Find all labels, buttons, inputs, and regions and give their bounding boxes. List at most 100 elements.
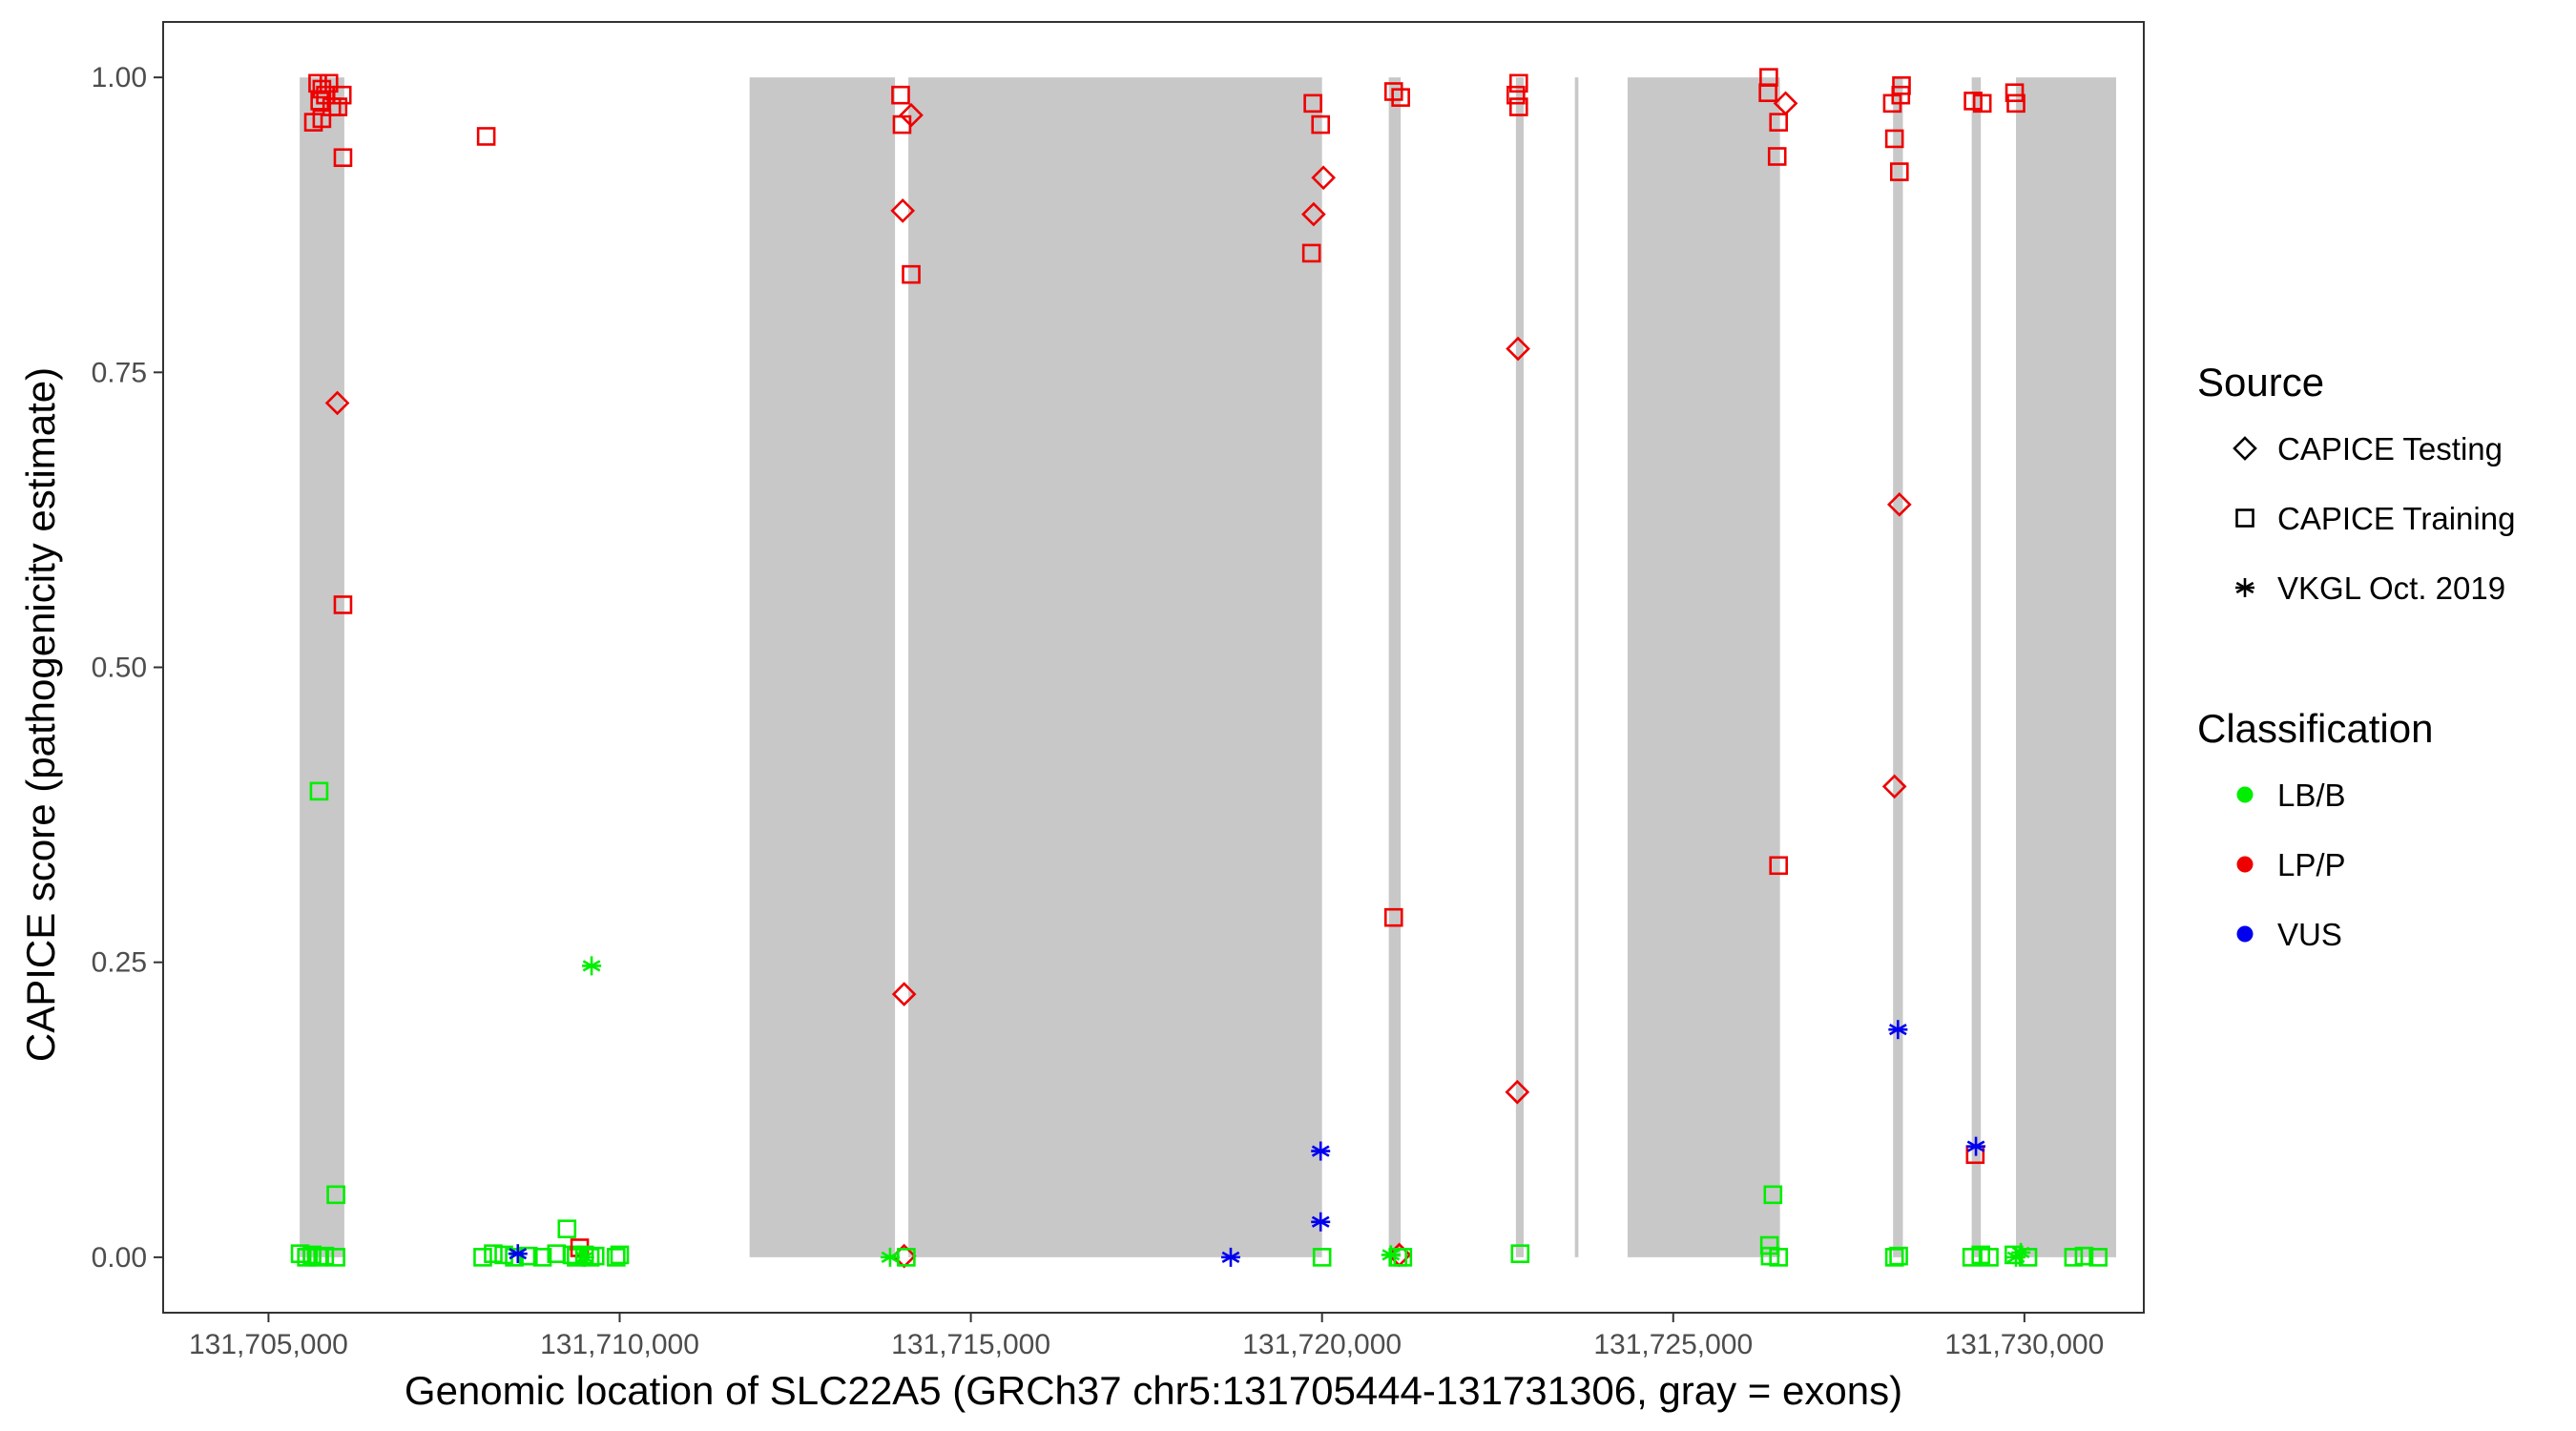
x-tick-label: 131,705,000 [189,1329,348,1360]
data-point [1767,147,1787,166]
y-tick-label: 0.50 [92,653,147,684]
exon-band [1574,77,1579,1257]
data-point [1311,1212,1331,1232]
data-point [328,97,348,116]
asterisk-stroke [1311,1215,1330,1228]
x-tick-label: 131,725,000 [1593,1329,1753,1360]
data-point [1311,114,1331,135]
data-point [326,1185,345,1205]
asterisk-stroke [2006,1251,2025,1264]
data-point [1758,83,1777,103]
asterisk-stroke [575,1251,594,1264]
asterisk-stroke [1311,1145,1330,1157]
y-tick-label: 0.00 [92,1242,147,1274]
data-point [610,1245,630,1265]
data-point [2006,1247,2026,1267]
data-point [476,127,496,146]
data-point [891,85,910,105]
legend-label: CAPICE Training [2277,501,2515,536]
data-point [1303,93,1322,114]
data-point [1301,243,1321,263]
y-tick-label: 0.25 [92,947,147,979]
legend-title-source: Source [2197,360,2324,404]
legend-key-diamond [2233,436,2257,461]
data-point [1972,93,1992,114]
data-point [1966,1136,1986,1156]
data-point [473,1248,492,1267]
legend-key-asterisk [2235,578,2254,597]
data-point [332,85,352,105]
data-point [1391,88,1410,107]
data-point [1311,1141,1331,1161]
data-point [1769,113,1788,132]
exon-band [749,77,896,1257]
legend-key-square [2235,508,2254,528]
asterisk-stroke [1221,1251,1240,1264]
data-point [333,595,353,614]
data-point [1889,1246,1908,1266]
data-point [310,92,329,111]
data-point [1301,201,1326,227]
plot-area [290,68,2116,1269]
legend-label: VKGL Oct. 2019 [2277,570,2505,606]
legend-label: VUS [2277,917,2342,952]
data-point [297,1248,316,1267]
data-point [326,1248,345,1267]
asterisk-stroke [1966,1140,1985,1152]
data-point [1505,1079,1530,1105]
data-point [902,264,921,284]
data-point [1890,162,1909,181]
data-point [891,982,917,1006]
legend-classification-entries: LB/B LP/P VUS [2236,778,2346,952]
data-point [2064,1248,2084,1267]
data-point [508,1244,528,1264]
data-point [312,109,332,129]
legend-label: LP/P [2277,847,2346,882]
data-point [880,1247,900,1267]
data-point [892,114,912,135]
data-point [2006,93,2025,114]
data-point [1763,1185,1783,1205]
data-point [1980,1248,1999,1267]
asterisk-stroke [1381,1249,1401,1261]
exon-band [1515,77,1524,1257]
x-tick-label: 131,730,000 [1944,1329,2104,1360]
data-point [1506,85,1526,105]
y-tick-label: 1.00 [92,62,147,93]
data-point [1888,1020,1908,1040]
data-point [324,390,350,416]
data-point [574,1247,594,1267]
legend-label: CAPICE Testing [2277,431,2503,467]
data-point [309,781,329,801]
legend-title-classification: Classification [2197,706,2433,751]
data-point [557,1219,577,1238]
exon-band [2016,77,2116,1257]
data-point [315,1246,335,1266]
data-point [302,1245,322,1265]
exon-band [1971,77,1982,1257]
exon-band [1893,77,1903,1257]
data-point [532,1248,552,1267]
data-point [2088,1248,2108,1267]
legend-source-entries: CAPICE Testing CAPICE Training VKGL Oct. 2… [2233,431,2515,606]
legend-key-dot [2236,925,2254,943]
exon-band [300,77,344,1257]
data-point [1381,1245,1401,1265]
asterisk-stroke [2235,581,2254,594]
data-point [1886,491,1912,517]
x-tick-label: 131,720,000 [1242,1329,1402,1360]
y-tick-label: 0.75 [92,357,147,388]
data-point [333,148,353,168]
data-point [2074,1246,2094,1266]
data-point [1884,129,1904,149]
axes: 0.00 0.25 0.50 0.75 1.00 131,705,000 131,710,0… [92,21,2145,1360]
asterisk-stroke [582,960,601,972]
data-point [1882,93,1902,114]
asterisk-stroke [881,1251,900,1264]
legend: Source CAPICE Testing CAPICE Training VKGL… [2197,360,2515,952]
data-point [1220,1247,1240,1267]
exon-band [1388,77,1402,1257]
data-point [607,1248,626,1267]
